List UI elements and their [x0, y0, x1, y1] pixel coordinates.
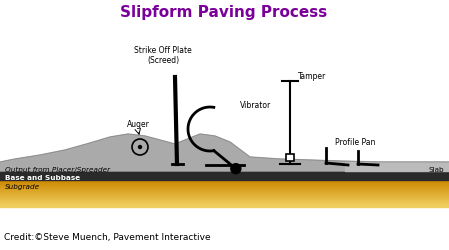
Bar: [0, 195, 449, 196]
Bar: [0, 202, 449, 203]
Bar: [0, 200, 449, 202]
Bar: [0, 197, 449, 198]
Circle shape: [138, 146, 141, 149]
Bar: [0, 194, 449, 196]
Bar: [0, 204, 449, 205]
Bar: [0, 204, 449, 206]
Bar: [0, 184, 449, 185]
Bar: [0, 186, 449, 187]
Bar: [0, 191, 449, 192]
Bar: [0, 180, 449, 182]
Bar: [0, 199, 449, 200]
Text: Auger: Auger: [127, 120, 150, 128]
Text: Profile Pan: Profile Pan: [335, 138, 375, 147]
Bar: [0, 188, 449, 189]
Bar: [0, 194, 449, 195]
Text: Slab: Slab: [428, 166, 444, 172]
Bar: [0, 206, 449, 207]
Text: Slipform Paving Process: Slipform Paving Process: [120, 6, 328, 20]
Circle shape: [231, 164, 241, 174]
Bar: [0, 190, 449, 191]
Bar: [0, 193, 449, 194]
Bar: [0, 187, 449, 188]
Bar: [0, 196, 449, 198]
Bar: [0, 183, 449, 184]
Bar: [0, 201, 449, 202]
Text: Output from Placer/Spreader: Output from Placer/Spreader: [5, 166, 110, 172]
Bar: [0, 182, 449, 183]
Bar: [0, 191, 449, 192]
Bar: [286, 154, 294, 161]
Text: Subgrade: Subgrade: [5, 183, 40, 189]
Bar: [0, 189, 449, 190]
Polygon shape: [0, 134, 449, 171]
Bar: [0, 171, 449, 180]
Polygon shape: [345, 162, 449, 171]
Text: Strike Off Plate
(Screed): Strike Off Plate (Screed): [134, 46, 192, 65]
Bar: [0, 198, 449, 200]
Bar: [0, 198, 449, 199]
Bar: [0, 200, 449, 201]
Bar: [0, 181, 449, 182]
Text: Credit:©Steve Muench, Pavement Interactive: Credit:©Steve Muench, Pavement Interacti…: [4, 232, 211, 241]
Bar: [0, 202, 449, 203]
Bar: [0, 184, 449, 185]
Bar: [0, 196, 449, 197]
Text: Vibrator: Vibrator: [240, 101, 271, 110]
Text: Base and Subbase: Base and Subbase: [5, 174, 80, 180]
Bar: [0, 203, 449, 204]
Text: Tamper: Tamper: [298, 72, 326, 81]
Bar: [0, 182, 449, 183]
Bar: [0, 192, 449, 193]
Bar: [0, 205, 449, 206]
Bar: [0, 192, 449, 194]
Bar: [0, 189, 449, 190]
Bar: [0, 185, 449, 186]
